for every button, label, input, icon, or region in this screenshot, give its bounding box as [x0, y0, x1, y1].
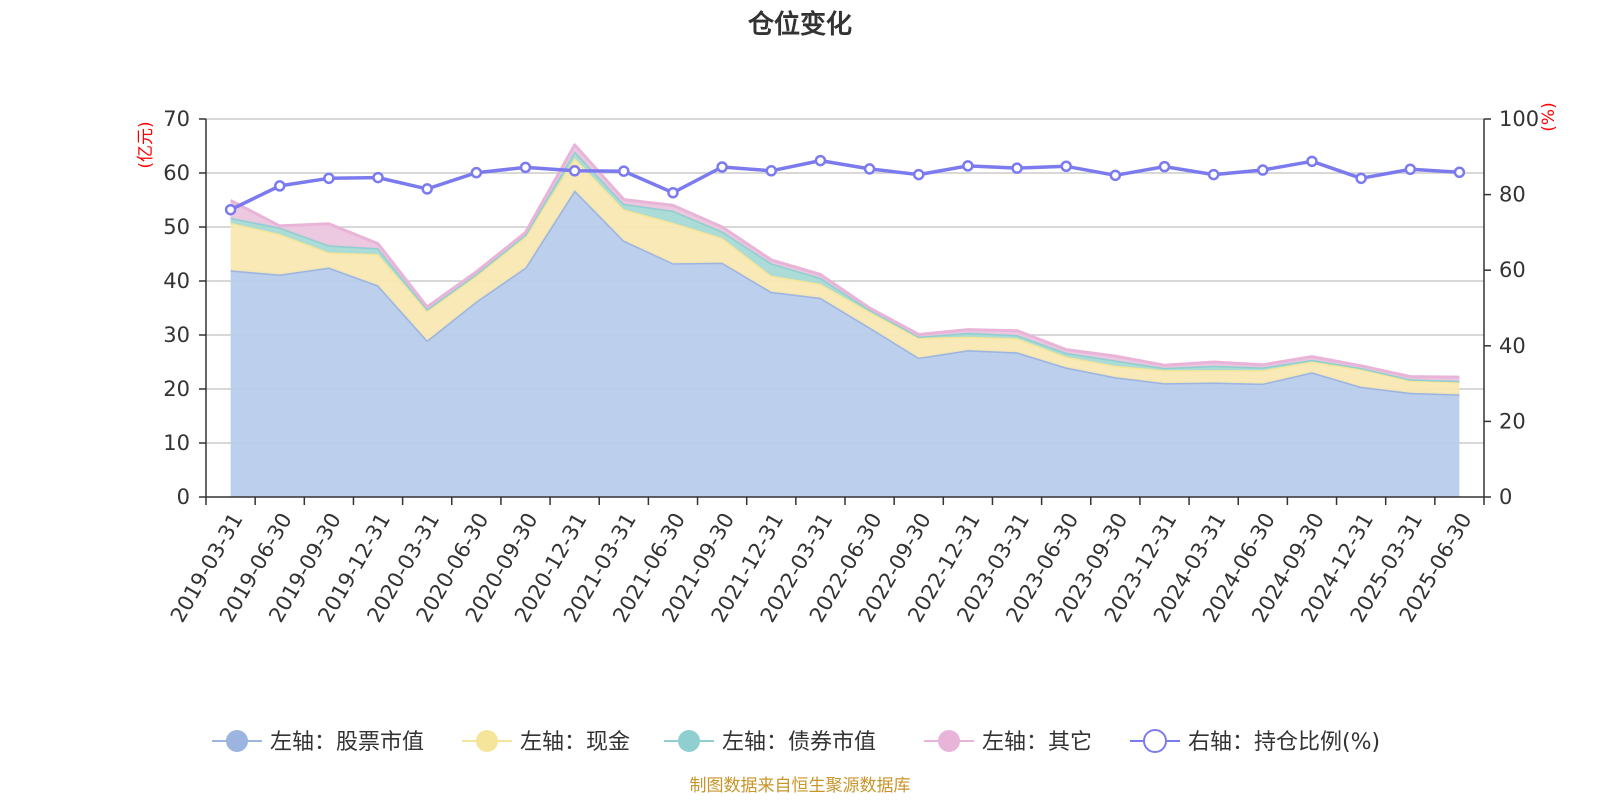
- legend-label: 左轴：其它: [982, 730, 1092, 755]
- ratio-point: [1158, 160, 1171, 173]
- left-axis-unit: (亿元): [136, 121, 156, 168]
- legend-label: 左轴：现金: [520, 730, 630, 755]
- ratio-point: [1404, 163, 1417, 176]
- ratio-point: [568, 165, 581, 177]
- legend-item: 左轴：其它: [924, 730, 1092, 755]
- ratio-point: [1355, 172, 1367, 185]
- left-tick-label: 60: [163, 161, 190, 185]
- ratio-point: [273, 180, 286, 192]
- ratio-point: [224, 203, 237, 216]
- legend-label: 左轴：股票市值: [270, 730, 424, 755]
- legend-marker: [678, 730, 700, 752]
- source-note: 制图数据来自恒生聚源数据库: [690, 776, 911, 796]
- area-layer: [229, 143, 1460, 498]
- left-tick-label: 50: [163, 215, 190, 239]
- legend-marker: [1143, 729, 1167, 753]
- ratio-point: [618, 165, 630, 177]
- area-0: [230, 190, 1460, 498]
- ratio-point: [814, 154, 827, 167]
- ratio-point: [1453, 166, 1466, 179]
- ratio-point: [667, 186, 679, 199]
- area-edge-3: [229, 143, 1460, 379]
- ratio-point: [421, 183, 433, 195]
- ratio-point: [1257, 164, 1269, 176]
- chart-title: 仓位变化: [747, 9, 852, 40]
- legend-label: 右轴：持仓比例(%): [1188, 730, 1380, 755]
- left-tick-label: 40: [163, 269, 190, 293]
- right-tick-label: 20: [1499, 409, 1526, 433]
- legend-item: 左轴：现金: [462, 730, 630, 755]
- right-tick-label: 80: [1499, 183, 1526, 207]
- ratio-point: [1011, 162, 1023, 174]
- legend: 左轴：股票市值 左轴：现金 左轴：债券市值 左轴：其它 右轴：持仓比例(%): [212, 729, 1380, 755]
- legend-label: 左轴：债券市值: [722, 730, 876, 755]
- ratio-point: [912, 168, 925, 181]
- right-tick-label: 0: [1499, 485, 1512, 509]
- ratio-line-layer: [224, 154, 1466, 216]
- legend-marker: [476, 730, 498, 752]
- ratio-point: [1306, 155, 1318, 168]
- legend-item: 左轴：股票市值: [212, 730, 424, 755]
- ratio-point: [1207, 168, 1220, 181]
- right-tick-label: 60: [1499, 258, 1526, 282]
- right-tick-label: 40: [1499, 334, 1526, 358]
- left-tick-label: 30: [163, 323, 190, 347]
- ratio-point: [716, 161, 728, 173]
- ratio-point: [519, 161, 532, 174]
- legend-marker: [226, 730, 248, 752]
- ratio-point: [372, 171, 384, 184]
- ratio-point: [470, 166, 483, 179]
- ratio-line: [229, 158, 1460, 212]
- ratio-point: [1109, 169, 1122, 182]
- left-tick-label: 10: [163, 431, 190, 455]
- legend-item: 右轴：持仓比例(%): [1130, 729, 1380, 755]
- right-tick-label: 100: [1499, 107, 1539, 131]
- left-tick-label: 70: [163, 107, 190, 131]
- legend-item: 左轴：债券市值: [664, 730, 876, 755]
- right-axis-unit: (%): [1539, 102, 1559, 131]
- left-tick-label: 20: [163, 377, 190, 401]
- ratio-point: [863, 163, 876, 175]
- ratio-point: [323, 172, 335, 185]
- ratio-point: [1060, 160, 1072, 172]
- ratio-point: [765, 165, 778, 177]
- left-tick-label: 0: [177, 485, 190, 509]
- ratio-point: [962, 160, 974, 172]
- legend-marker: [938, 730, 960, 752]
